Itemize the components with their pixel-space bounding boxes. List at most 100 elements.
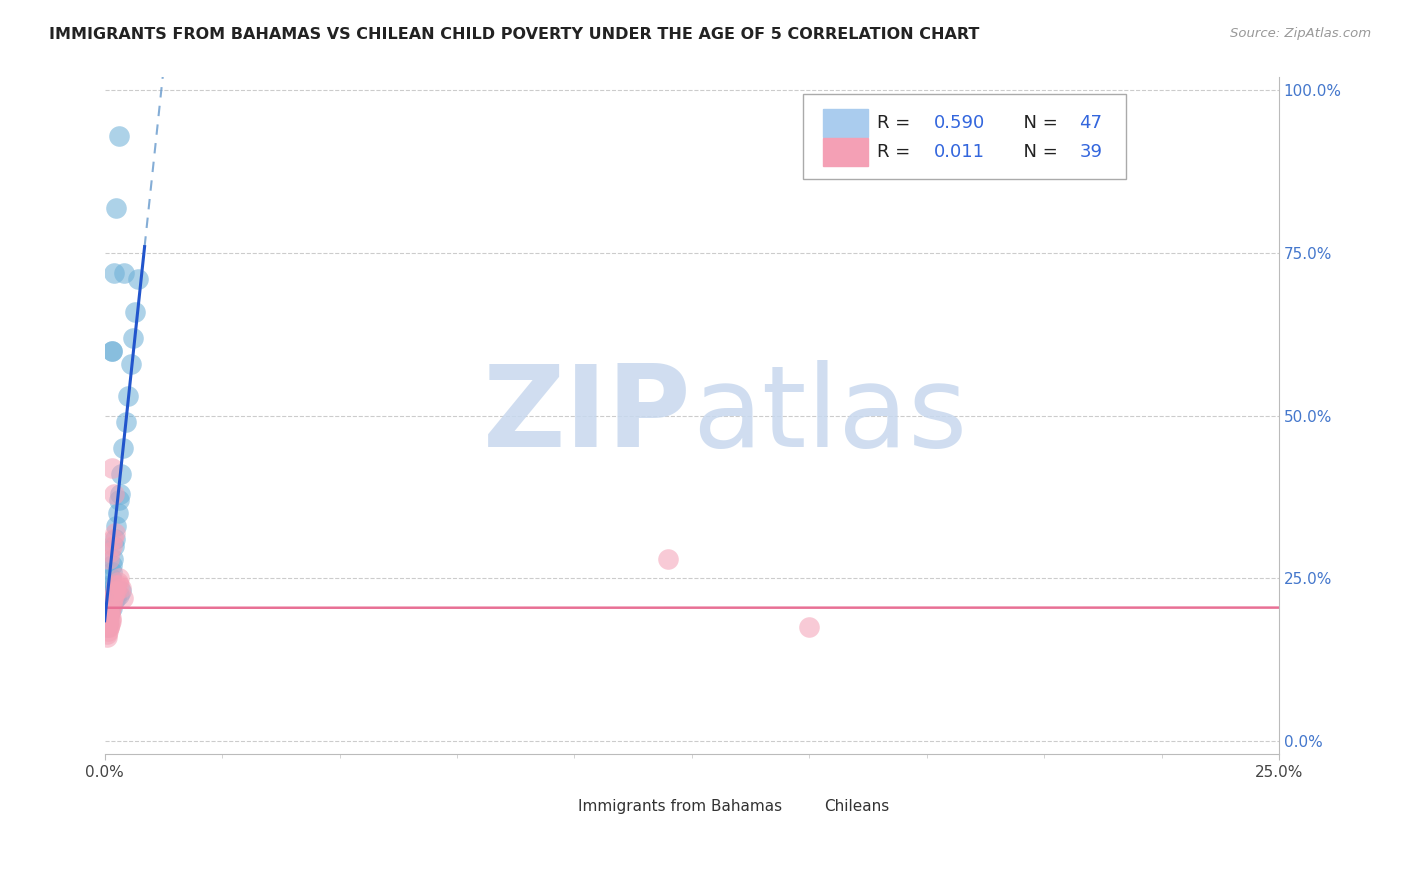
Point (98, 604, 121, 618)
Point (100, 610, 122, 624)
Point (98, 598, 121, 612)
Point (98, 617, 121, 632)
Point (105, 591, 128, 605)
Text: Source: ZipAtlas.com: Source: ZipAtlas.com (1230, 27, 1371, 40)
Point (124, 304, 146, 318)
Text: N =: N = (1012, 114, 1064, 132)
Point (107, 493, 129, 508)
Point (100, 461, 122, 475)
Point (101, 533, 124, 547)
Point (657, 552, 679, 566)
Point (107, 574, 129, 589)
Point (96, 604, 118, 618)
Point (112, 266, 135, 280)
Point (98, 545, 121, 559)
Point (107, 128, 129, 143)
Point (127, 272, 149, 286)
Point (100, 588, 122, 602)
Point (98, 607, 121, 622)
FancyBboxPatch shape (803, 95, 1126, 179)
FancyBboxPatch shape (780, 796, 817, 817)
Text: Immigrants from Bahamas: Immigrants from Bahamas (578, 798, 782, 814)
Point (103, 266, 125, 280)
Point (100, 614, 122, 628)
Point (97, 607, 120, 622)
Point (97, 604, 120, 618)
Y-axis label: Child Poverty Under the Age of 5: Child Poverty Under the Age of 5 (0, 290, 7, 541)
Point (97, 594, 120, 608)
Point (101, 594, 124, 608)
Text: ZIP: ZIP (484, 360, 692, 471)
Text: R =: R = (877, 114, 917, 132)
Text: 39: 39 (1080, 144, 1102, 161)
FancyBboxPatch shape (824, 138, 868, 167)
Point (100, 600, 122, 615)
Point (98, 578, 121, 592)
Point (110, 467, 132, 482)
Point (103, 594, 125, 608)
Point (100, 565, 122, 579)
Text: 47: 47 (1080, 114, 1102, 132)
Point (103, 487, 125, 501)
Point (97, 617, 120, 632)
Point (105, 519, 128, 533)
Point (114, 415, 136, 429)
Point (98, 620, 121, 634)
Point (96, 614, 118, 628)
Point (98, 607, 121, 622)
Point (98, 584, 121, 599)
Point (104, 584, 127, 599)
Point (104, 525, 127, 540)
Point (97, 607, 120, 622)
Point (100, 600, 122, 615)
Point (96, 630, 118, 644)
Point (103, 539, 125, 553)
Point (98, 594, 121, 608)
Point (110, 581, 132, 595)
Text: IMMIGRANTS FROM BAHAMAS VS CHILEAN CHILD POVERTY UNDER THE AGE OF 5 CORRELATION : IMMIGRANTS FROM BAHAMAS VS CHILEAN CHILD… (49, 27, 980, 42)
Point (120, 357, 142, 371)
Point (105, 201, 128, 215)
Point (105, 578, 128, 592)
Text: atlas: atlas (692, 360, 967, 471)
Point (98, 600, 121, 615)
Point (96, 620, 118, 634)
Point (97, 604, 120, 618)
Text: 0.011: 0.011 (934, 144, 984, 161)
Point (96, 610, 118, 624)
Point (97, 610, 120, 624)
Point (97, 614, 120, 628)
Point (100, 343, 122, 358)
Point (96, 627, 118, 641)
Text: 0.590: 0.590 (934, 114, 986, 132)
Point (98, 604, 121, 618)
Text: N =: N = (1012, 144, 1064, 161)
Point (117, 389, 139, 403)
Text: Chileans: Chileans (824, 798, 890, 814)
Point (110, 584, 132, 599)
Point (107, 588, 129, 602)
Point (96, 607, 118, 622)
Point (100, 343, 122, 358)
Point (108, 487, 131, 501)
Point (98, 588, 121, 602)
Point (121, 331, 143, 345)
Point (98, 552, 121, 566)
Point (97, 610, 120, 624)
Point (101, 581, 124, 595)
FancyBboxPatch shape (533, 796, 571, 817)
Point (112, 591, 135, 605)
Point (107, 578, 129, 592)
Point (101, 552, 124, 566)
Point (98, 620, 121, 634)
Point (799, 620, 821, 634)
Point (97, 598, 120, 612)
Point (100, 539, 122, 553)
Point (107, 572, 129, 586)
Point (107, 507, 129, 521)
Point (112, 442, 135, 456)
Point (98, 607, 121, 622)
Point (97, 624, 120, 638)
Point (103, 588, 125, 602)
Point (100, 598, 122, 612)
